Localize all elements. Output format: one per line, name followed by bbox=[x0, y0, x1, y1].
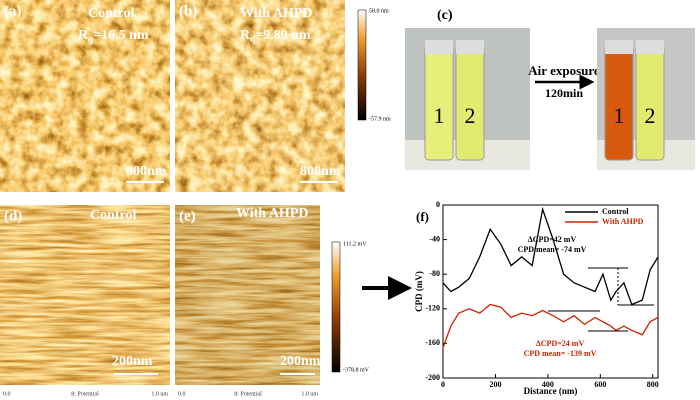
panel-label: (f) bbox=[416, 209, 429, 224]
arrow-label: Air exposure bbox=[528, 63, 600, 78]
vial-label: 1 bbox=[614, 103, 625, 128]
annotation: CPD mean= -74 mV bbox=[518, 245, 587, 254]
series-line bbox=[442, 206, 659, 306]
axis-name: 8: Potential bbox=[234, 391, 262, 397]
scale-label: 200nm bbox=[280, 354, 321, 369]
scale-label: 800nm bbox=[126, 164, 167, 179]
x-tick-label: 200 bbox=[489, 380, 501, 389]
r-value: =9.89 nm bbox=[255, 28, 311, 43]
scale-label: 800nm bbox=[300, 164, 341, 179]
arrow-label: 120min bbox=[545, 86, 583, 100]
panel-label: (c) bbox=[437, 8, 453, 23]
panel-label: (b) bbox=[179, 3, 197, 19]
x-tick-label: 800 bbox=[647, 380, 659, 389]
r: R bbox=[240, 28, 251, 43]
y-tick-label: -40 bbox=[429, 234, 440, 243]
legend-label: Control bbox=[602, 207, 629, 216]
afm-image bbox=[175, 0, 345, 192]
axis-end: 1.0 um bbox=[151, 391, 168, 397]
photo-after: 1 2 bbox=[597, 28, 695, 170]
panel-label: (a) bbox=[4, 3, 22, 19]
colorbar bbox=[331, 241, 341, 373]
vial-label: 2 bbox=[465, 103, 476, 128]
panel-title: With AHPD bbox=[240, 6, 312, 21]
axis-name: 8: Potential bbox=[71, 391, 99, 397]
annotation: ΔCPD=24 mV bbox=[536, 339, 585, 348]
colorbar-min: -378.8 mV bbox=[343, 367, 370, 373]
axis-start: 0.0 bbox=[3, 391, 11, 397]
x-tick-label: 0 bbox=[441, 380, 445, 389]
axis-start: 0.0 bbox=[178, 391, 186, 397]
y-tick-label: -80 bbox=[429, 269, 440, 278]
r: R bbox=[78, 28, 89, 43]
series-line bbox=[442, 303, 659, 348]
y-tick-label: -200 bbox=[425, 373, 440, 382]
colorbar-max: 111.2 mV bbox=[343, 241, 367, 247]
panel-title: With AHPD bbox=[236, 206, 308, 221]
r-value: =16.5 nm bbox=[93, 28, 149, 43]
kpfm-image bbox=[175, 205, 320, 385]
r-sub: q bbox=[88, 34, 93, 44]
afm-image bbox=[0, 0, 170, 192]
photo-before: 1 2 bbox=[405, 28, 530, 170]
colorbar bbox=[357, 9, 367, 121]
x-axis-label: Distance (nm) bbox=[524, 386, 578, 396]
annotation: CPD mean= -139 mV bbox=[524, 349, 597, 358]
y-axis-label: CPD (mV) bbox=[414, 271, 424, 312]
annotation: ΔCPD=42 mV bbox=[528, 235, 577, 244]
kpfm-image bbox=[0, 205, 170, 385]
panel-title: Control bbox=[90, 208, 137, 223]
vial-label: 1 bbox=[434, 103, 445, 128]
x-tick-label: 600 bbox=[594, 380, 606, 389]
roughness: Rq=9.89 nm bbox=[240, 28, 311, 44]
roughness: Rq=16.5 nm bbox=[78, 28, 149, 44]
cpd-chart: 0 200 400 600 800 0 -40 -80 -120 -160 -200 Distance… bbox=[414, 200, 659, 396]
panel-label: (e) bbox=[179, 208, 196, 224]
y-tick-label: -160 bbox=[425, 338, 440, 347]
colorbar-max: 58.0 nm bbox=[369, 8, 389, 14]
vial-label: 2 bbox=[645, 103, 656, 128]
scale-label: 200nm bbox=[112, 354, 153, 369]
r-sub: q bbox=[250, 34, 255, 44]
panel-title: Control bbox=[88, 6, 135, 21]
plot-frame bbox=[442, 204, 659, 379]
panel-label: (d) bbox=[4, 208, 22, 224]
colorbar-min: -57.9 nm bbox=[369, 116, 391, 122]
legend-label: With AHPD bbox=[602, 217, 644, 226]
axis-end: 1.0 um bbox=[301, 391, 318, 397]
y-tick-label: -120 bbox=[425, 304, 440, 313]
y-tick-label: 0 bbox=[436, 200, 440, 209]
x-tick-label: 400 bbox=[542, 380, 554, 389]
